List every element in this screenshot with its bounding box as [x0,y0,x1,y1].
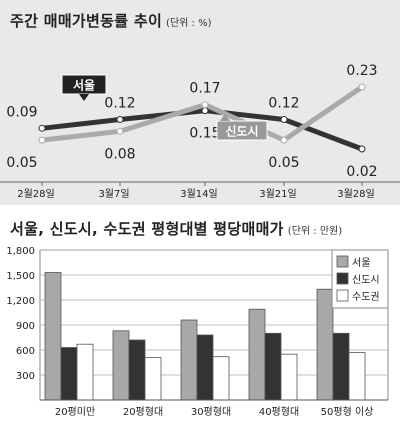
data-point-2-5 [358,83,366,91]
bar-5-2 [332,332,350,401]
legend-label-3: 수도권 [352,291,380,303]
y-tick-label-4: 1,200 [6,296,35,307]
bar-2-2 [128,339,146,401]
bar-4-2 [264,332,282,401]
value-label-upper-3: 0.17 [189,81,220,97]
series-tag-box-2 [216,120,268,141]
bar-5-1 [316,288,334,401]
x-category-label-5: 50평형 이상 [321,406,374,418]
data-point-2-2 [116,127,124,135]
legend-swatch-2 [336,272,349,285]
bar-chart-panel: 서울, 신도시, 수도권 평형대별 평당매매가 (단위 : 만원) 300 600 9… [0,210,400,424]
x-category-label-4: 40평형대 [259,406,299,418]
value-label-lower-2: 0.08 [104,146,135,162]
bar-3-3 [212,356,230,401]
value-label-lower-3: 0.15 [189,126,220,142]
x-category-label-2: 20평형대 [123,406,163,418]
data-point-1-3 [201,107,209,115]
bar-1-3 [76,343,94,401]
data-point-2-4 [280,136,288,144]
line-chart-unit: (단위 : %) [166,18,212,29]
line-chart: 0.09 0.05 0.12 0.08 0.17 0.15 0.12 0.05 0.23 0.02… [0,63,400,200]
line-chart-title: 주간 매매가변동률 추이 [10,12,163,30]
bar-4-3 [280,353,298,401]
x-tick-label-5: 3월28일 [337,188,375,200]
legend-label-2: 신도시 [352,274,380,286]
y-tick-label-5: 1,500 [6,271,35,282]
y-tick-label-2: 600 [16,346,35,357]
value-label-upper-1: 0.09 [6,104,37,120]
y-tick-label-1: 300 [16,371,35,382]
legend-label-1: 서울 [352,257,370,269]
bar-2-3 [144,357,162,401]
data-point-2-1 [38,136,46,144]
value-label-lower-1: 0.05 [6,155,37,171]
x-tick-label-4: 3월21일 [259,188,297,200]
value-label-upper-4: 0.12 [268,96,299,112]
bar-chart-unit: (단위 : 만원) [287,226,343,237]
bar-chart: 300 600 900 1,200 1,500 1,800 20평미만 20평형대 30평형대 4… [6,246,389,418]
bar-3-2 [196,334,214,401]
value-label-upper-5: 0.23 [346,63,377,79]
series-tag-label-1: 서울 [73,78,95,93]
data-point-1-4 [280,116,288,123]
bar-1-2 [60,347,78,401]
x-tick-label-2: 3월7일 [98,188,129,200]
x-category-label-3: 30평형대 [191,406,231,418]
bar-chart-heading: 서울, 신도시, 수도권 평형대별 평당매매가 (단위 : 만원) [10,218,342,239]
value-label-lower-5: 0.02 [346,164,377,180]
series-tag-pointer-1 [79,94,89,101]
series-tag-label-2: 신도시 [225,124,258,139]
bar-4-1 [248,308,266,401]
data-point-1-2 [116,116,124,123]
bar-1-1 [44,272,62,401]
bar-chart-title: 서울, 신도시, 수도권 평형대별 평당매매가 [10,220,284,238]
y-tick-label-6: 1,800 [6,246,35,257]
y-tick-label-3: 900 [16,321,35,332]
x-tick-label-1: 2월28일 [17,188,55,200]
value-label-lower-4: 0.05 [268,155,299,171]
legend-swatch-3 [336,289,349,302]
x-tick-label-3: 3월14일 [180,188,218,200]
data-point-2-3 [201,101,209,109]
data-point-1-5 [358,145,366,153]
value-label-upper-2: 0.12 [104,96,135,112]
bar-2-1 [112,330,130,401]
line-chart-heading: 주간 매매가변동률 추이 (단위 : %) [10,10,211,31]
series-tag-pointer-2 [220,114,230,121]
data-point-1-1 [38,124,46,132]
bar-5-3 [348,352,366,401]
x-category-label-1: 20평미만 [55,406,95,418]
line-chart-panel: 주간 매매가변동률 추이 (단위 : %) 0.09 0.05 0.12 0.08 0.1… [0,0,400,205]
bar-3-1 [180,319,198,401]
legend-swatch-1 [336,255,349,268]
